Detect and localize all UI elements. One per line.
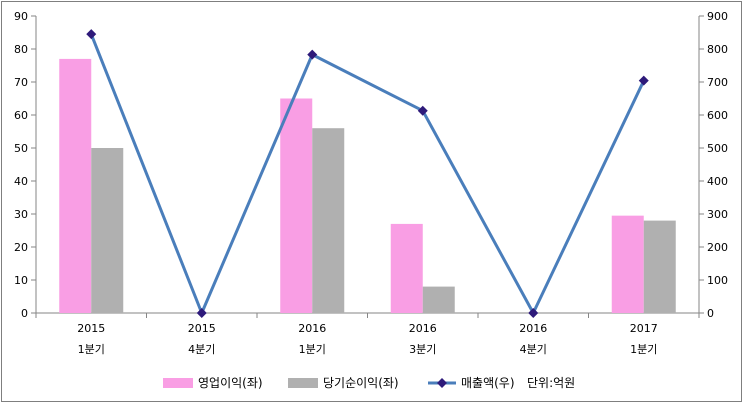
bar-operating-profit [611, 215, 644, 313]
left-tick-label: 20 [14, 241, 28, 254]
left-tick-label: 60 [14, 109, 28, 122]
right-tick-label: 500 [707, 142, 728, 155]
revenue-marker [638, 75, 649, 86]
right-tick-label: 300 [707, 208, 728, 221]
category-label: 2015 [188, 322, 216, 335]
revenue-marker [86, 29, 97, 40]
right-tick-label: 200 [707, 241, 728, 254]
revenue-marker [196, 308, 207, 318]
right-tick-label: 700 [707, 76, 728, 89]
bar-net-income [643, 220, 676, 313]
right-tick-label: 900 [707, 10, 728, 23]
left-tick-label: 70 [14, 76, 28, 89]
left-tick-label: 10 [14, 274, 28, 287]
category-label: 2016 [519, 322, 547, 335]
legend-swatch-operating-profit [163, 378, 193, 388]
bar-net-income [422, 286, 455, 313]
left-tick-label: 80 [14, 43, 28, 56]
left-tick-label: 30 [14, 208, 28, 221]
legend-label-net-income: 당기순이익(좌) [323, 376, 399, 390]
revenue-marker [528, 308, 539, 318]
left-tick-label: 50 [14, 142, 28, 155]
category-label: 1분기 [299, 343, 326, 356]
category-label: 4분기 [520, 343, 547, 356]
bar-operating-profit [390, 223, 423, 313]
revenue-marker [417, 105, 428, 116]
right-tick-label: 100 [707, 274, 728, 287]
category-label: 2016 [298, 322, 326, 335]
right-tick-label: 800 [707, 43, 728, 56]
right-tick-label: 0 [707, 307, 714, 320]
legend-label-revenue: 매출액(우) [461, 376, 515, 390]
left-tick-label: 0 [21, 307, 28, 320]
bar-operating-profit [59, 58, 92, 314]
revenue-marker [307, 49, 318, 60]
revenue-line [89, 33, 646, 315]
category-label: 2017 [630, 322, 658, 335]
category-label: 2015 [77, 322, 105, 335]
legend-swatch-net-income [288, 378, 318, 388]
category-label: 4분기 [188, 343, 215, 356]
right-tick-label: 600 [707, 109, 728, 122]
category-label: 2016 [409, 322, 437, 335]
bar-operating-profit [280, 98, 313, 313]
bar-net-income [91, 148, 124, 313]
bar-net-income [312, 128, 345, 313]
left-tick-label: 40 [14, 175, 28, 188]
unit-note: 단위:억원 [527, 376, 575, 390]
legend-label-operating-profit: 영업이익(좌) [198, 376, 263, 390]
category-label: 1분기 [630, 343, 657, 356]
category-label: 3분기 [409, 343, 436, 356]
left-tick-label: 90 [14, 10, 28, 23]
right-tick-label: 400 [707, 175, 728, 188]
category-label: 1분기 [78, 343, 105, 356]
legend-marker-revenue [437, 378, 447, 388]
